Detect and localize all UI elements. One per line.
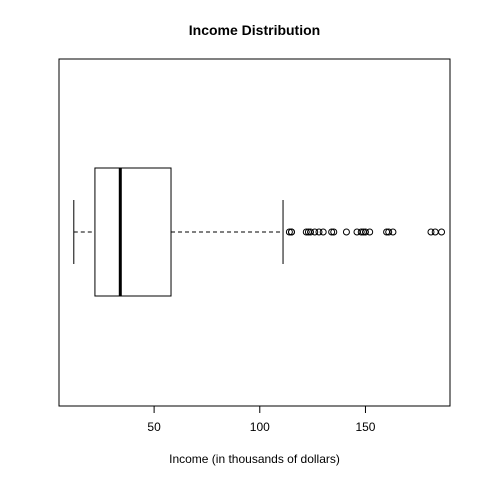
x-tick-label: 100: [250, 420, 270, 434]
iqr-box: [94, 167, 172, 297]
outlier-point: [302, 228, 310, 236]
outlier-point: [361, 228, 369, 236]
outlier-point: [319, 228, 327, 236]
chart-marks: [73, 167, 446, 297]
outlier-point: [330, 228, 338, 236]
outlier-point: [287, 228, 295, 236]
outlier-point: [357, 228, 365, 236]
outlier-point: [427, 228, 435, 236]
chart-title: Income Distribution: [189, 22, 320, 38]
outlier-point: [307, 228, 315, 236]
x-tick-label: 50: [147, 420, 161, 434]
x-axis: 50 100 150: [147, 405, 376, 434]
outlier-point: [438, 228, 446, 236]
outlier-point: [389, 228, 397, 236]
outlier-point: [431, 228, 439, 236]
outlier-point: [315, 228, 323, 236]
x-tick-label: 150: [355, 420, 375, 434]
x-axis-label: Income (in thousands of dollars): [169, 452, 340, 466]
outlier-point: [342, 228, 350, 236]
outlier-point: [311, 228, 319, 236]
outlier-point: [385, 228, 393, 236]
outlier-point: [328, 228, 336, 236]
outlier-point: [366, 228, 374, 236]
outlier-point: [285, 228, 293, 236]
